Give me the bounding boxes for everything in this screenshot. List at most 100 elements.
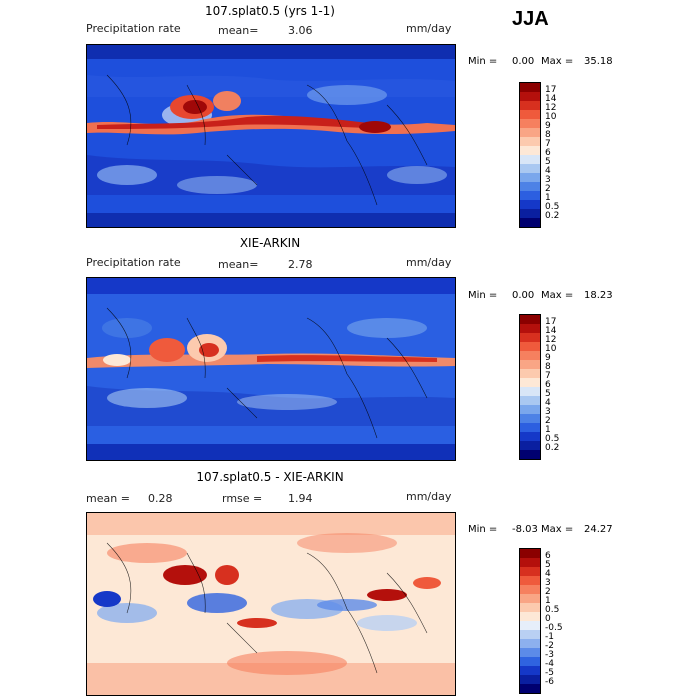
panel-3-title: 107.splat0.5 - XIE-ARKIN <box>196 470 344 484</box>
panel-1-max-label: Max = <box>541 56 574 67</box>
colorbar-segment <box>520 612 540 621</box>
panel-2-variable-label: Precipitation rate <box>86 256 181 269</box>
colorbar-segment <box>520 342 540 351</box>
colorbar-tick-label: -4 <box>545 659 554 669</box>
colorbar-tick-label: 5 <box>545 389 551 399</box>
colorbar-segment <box>520 549 540 558</box>
panel-3-mean-label: mean = <box>86 492 130 505</box>
colorbar-segment <box>520 315 540 324</box>
panel-2-colorbar <box>519 314 541 460</box>
panel-2-mean-value: 2.78 <box>288 258 313 271</box>
colorbar-tick-label: 1 <box>545 425 551 435</box>
panel-1-map-svg <box>87 45 455 227</box>
colorbar-segment <box>520 450 540 459</box>
colorbar-tick-label: 6 <box>545 380 551 390</box>
colorbar-segment <box>520 396 540 405</box>
colorbar-tick-label: 14 <box>545 94 557 104</box>
colorbar-segment <box>520 558 540 567</box>
colorbar-segment <box>520 164 540 173</box>
colorbar-tick-label: 3 <box>545 407 551 417</box>
colorbar-tick-label: -3 <box>545 650 554 660</box>
colorbar-tick-label: 2 <box>545 416 551 426</box>
colorbar-tick-label: 4 <box>545 166 551 176</box>
colorbar-segment <box>520 630 540 639</box>
colorbar-segment <box>520 369 540 378</box>
colorbar-segment <box>520 567 540 576</box>
colorbar-tick-label: 8 <box>545 130 551 140</box>
panel-3-map <box>86 512 456 696</box>
panel-2-min-label: Min = <box>468 290 498 301</box>
colorbar-tick-label: 7 <box>545 371 551 381</box>
colorbar-segment <box>520 675 540 684</box>
colorbar-tick-label: 12 <box>545 335 557 345</box>
colorbar-segment <box>520 657 540 666</box>
colorbar-tick-label: 12 <box>545 103 557 113</box>
colorbar-segment <box>520 83 540 92</box>
colorbar-tick-label: 5 <box>545 560 551 570</box>
colorbar-segment <box>520 155 540 164</box>
colorbar-tick-label: 7 <box>545 139 551 149</box>
panel-2-max-value: 18.23 <box>584 290 613 301</box>
colorbar-tick-label: 0.2 <box>545 211 560 221</box>
colorbar-tick-label: 6 <box>545 148 551 158</box>
colorbar-segment <box>520 128 540 137</box>
colorbar-tick-label: 3 <box>545 175 551 185</box>
colorbar-segment <box>520 585 540 594</box>
colorbar-segment <box>520 92 540 101</box>
panel-3-max-value: 24.27 <box>584 524 613 535</box>
colorbar-segment <box>520 351 540 360</box>
panel-2-units: mm/day <box>406 256 452 269</box>
colorbar-tick-label: 10 <box>545 344 557 354</box>
colorbar-tick-label: 10 <box>545 112 557 122</box>
panel-1-map <box>86 44 456 228</box>
colorbar-segment <box>520 387 540 396</box>
colorbar-segment <box>520 576 540 585</box>
colorbar-segment <box>520 360 540 369</box>
colorbar-segment <box>520 173 540 182</box>
panel-2-map <box>86 277 456 461</box>
colorbar-segment <box>520 432 540 441</box>
panel-3-min-label: Min = <box>468 524 498 535</box>
colorbar-segment <box>520 200 540 209</box>
panel-3-rmse-label: rmse = <box>222 492 263 505</box>
colorbar-segment <box>520 621 540 630</box>
colorbar-segment <box>520 191 540 200</box>
colorbar-tick-label: 0.5 <box>545 434 560 444</box>
colorbar-tick-label: 6 <box>545 551 551 561</box>
colorbar-tick-label: -1 <box>545 632 554 642</box>
panel-2-min-value: 0.00 <box>512 290 535 301</box>
colorbar-tick-label: 1 <box>545 193 551 203</box>
colorbar-tick-label: -0.5 <box>545 623 563 633</box>
colorbar-tick-label: 14 <box>545 326 557 336</box>
colorbar-segment <box>520 119 540 128</box>
colorbar-tick-label: 2 <box>545 587 551 597</box>
colorbar-segment <box>520 684 540 693</box>
colorbar-segment <box>520 146 540 155</box>
panel-1-min-label: Min = <box>468 56 498 67</box>
colorbar-segment <box>520 639 540 648</box>
panel-3-units: mm/day <box>406 490 452 503</box>
panel-1-mean-value: 3.06 <box>288 24 313 37</box>
colorbar-tick-label: 0.5 <box>545 605 560 615</box>
colorbar-tick-label: 1 <box>545 596 551 606</box>
colorbar-segment <box>520 423 540 432</box>
colorbar-tick-label: -2 <box>545 641 554 651</box>
colorbar-tick-label: 0.5 <box>545 202 560 212</box>
panel-3-min-value: -8.03 <box>512 524 538 535</box>
colorbar-tick-label: 9 <box>545 353 551 363</box>
colorbar-tick-label: 5 <box>545 157 551 167</box>
colorbar-tick-label: 0.2 <box>545 443 560 453</box>
colorbar-tick-label: -5 <box>545 668 554 678</box>
panel-3-colorbar <box>519 548 541 694</box>
colorbar-segment <box>520 441 540 450</box>
colorbar-tick-label: 3 <box>545 578 551 588</box>
colorbar-segment <box>520 594 540 603</box>
panel-2-title: XIE-ARKIN <box>239 236 301 250</box>
panel-1-mean-label: mean= <box>218 24 259 37</box>
colorbar-segment <box>520 182 540 191</box>
panel-1-units: mm/day <box>406 22 452 35</box>
panel-3-max-label: Max = <box>541 524 574 535</box>
colorbar-tick-label: 4 <box>545 398 551 408</box>
colorbar-tick-label: 17 <box>545 317 557 327</box>
colorbar-segment <box>520 110 540 119</box>
